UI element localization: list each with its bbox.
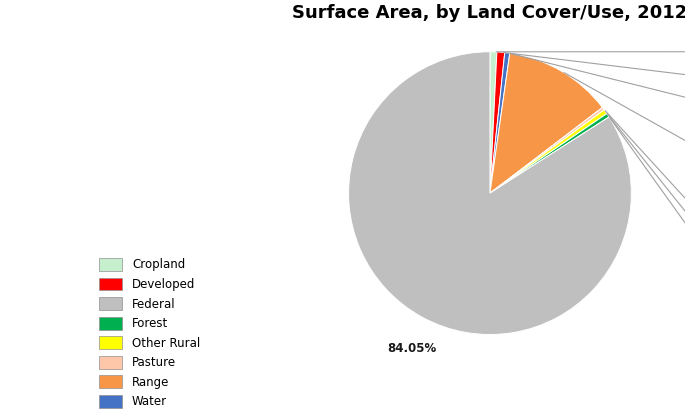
- Wedge shape: [490, 52, 497, 193]
- Text: 0.78%: 0.78%: [496, 45, 685, 58]
- Wedge shape: [490, 52, 510, 193]
- Wedge shape: [490, 53, 602, 193]
- Wedge shape: [490, 114, 609, 193]
- Wedge shape: [490, 108, 604, 193]
- Wedge shape: [349, 52, 632, 335]
- Title: Surface Area, by Land Cover/Use, 2012: Surface Area, by Land Cover/Use, 2012: [292, 4, 685, 22]
- Text: 0.89%: 0.89%: [503, 52, 685, 87]
- Text: 0.45%: 0.45%: [610, 117, 685, 292]
- Legend: Cropland, Developed, Federal, Forest, Other Rural, Pasture, Range, Water: Cropland, Developed, Federal, Forest, Ot…: [99, 258, 200, 408]
- Wedge shape: [490, 110, 607, 193]
- Text: 0.57%: 0.57%: [510, 54, 685, 115]
- Text: 12.40%: 12.40%: [564, 73, 685, 174]
- Text: 0.33%: 0.33%: [606, 111, 685, 253]
- Text: 0.52%: 0.52%: [608, 114, 685, 273]
- Wedge shape: [490, 52, 505, 193]
- Text: 84.05%: 84.05%: [388, 342, 437, 355]
